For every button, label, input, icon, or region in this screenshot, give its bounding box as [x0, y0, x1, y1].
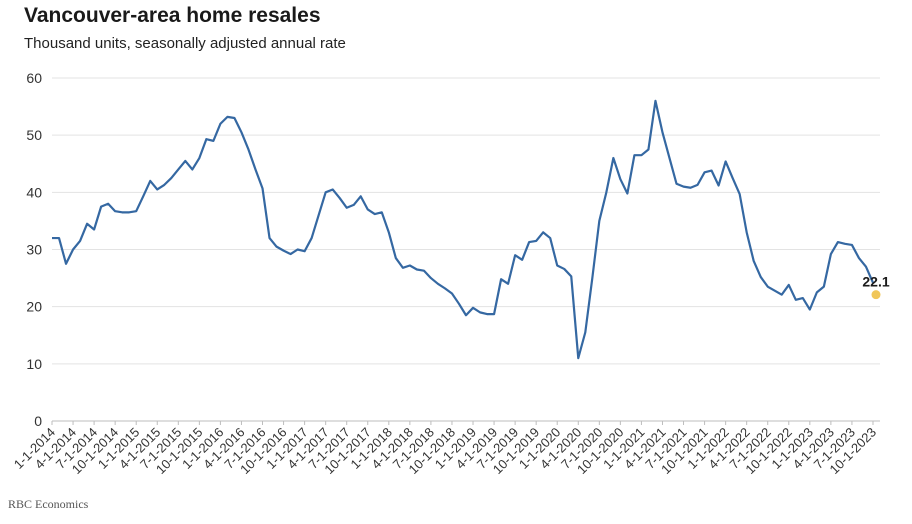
y-tick-label: 10 [26, 356, 42, 372]
y-tick-label: 30 [26, 242, 42, 258]
source-credit: RBC Economics [8, 497, 89, 511]
plot-area: 22.1 [52, 99, 890, 360]
forecast-data-label: 22.1 [862, 274, 889, 290]
x-axis: 1-1-20144-1-20147-1-201410-1-20141-1-201… [11, 421, 879, 477]
series-line [52, 99, 874, 360]
chart-title: Vancouver-area home resales [24, 4, 321, 27]
y-tick-label: 40 [26, 184, 42, 200]
gridlines [52, 77, 880, 422]
y-tick-label: 20 [26, 299, 42, 315]
y-tick-label: 60 [26, 70, 42, 86]
y-tick-label: 50 [26, 127, 42, 143]
forecast-point [871, 290, 881, 300]
y-tick-label: 0 [34, 413, 42, 429]
y-axis: 0 10 20 30 40 50 60 [26, 70, 42, 429]
chart-subtitle: Thousand units, seasonally adjusted annu… [24, 35, 346, 52]
